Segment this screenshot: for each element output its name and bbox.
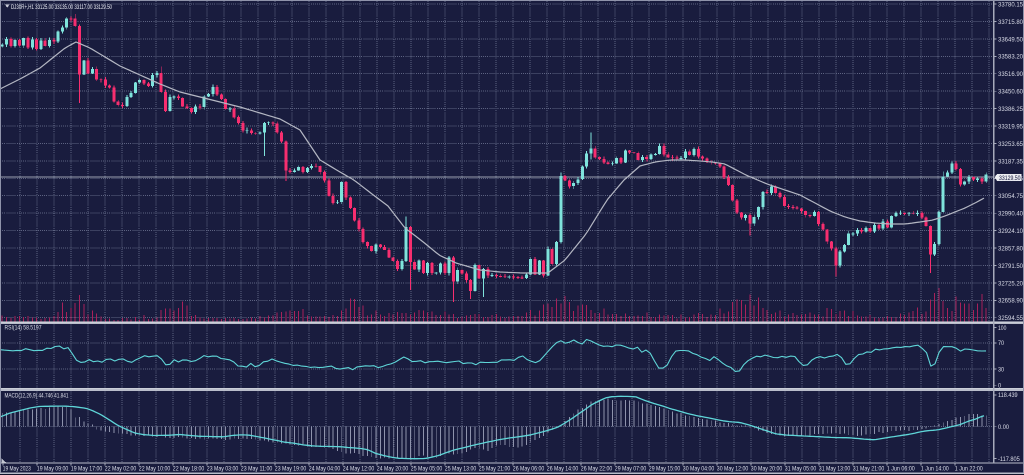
- svg-text:30: 30: [998, 366, 1004, 373]
- svg-text:33386.25: 33386.25: [998, 106, 1023, 113]
- svg-text:30 May 12:00: 30 May 12:00: [717, 466, 749, 473]
- svg-text:33780.15: 33780.15: [998, 1, 1023, 8]
- svg-text:33583.20: 33583.20: [998, 54, 1023, 61]
- svg-text:1 Jun 06:00: 1 Jun 06:00: [887, 466, 915, 473]
- svg-text:MACD(12,26,9) 44.746 41.841: MACD(12,26,9) 44.746 41.841: [5, 393, 69, 400]
- svg-text:33253.65: 33253.65: [998, 141, 1023, 148]
- svg-text:24 May 04:00: 24 May 04:00: [309, 466, 341, 473]
- svg-text:0.00: 0.00: [998, 424, 1009, 431]
- svg-text:118.439: 118.439: [998, 392, 1018, 399]
- svg-text:33715.80: 33715.80: [998, 19, 1023, 26]
- svg-text:19 May 17:00: 19 May 17:00: [71, 466, 103, 473]
- svg-text:-117.805: -117.805: [998, 456, 1020, 463]
- svg-text:33649.50: 33649.50: [998, 36, 1023, 43]
- svg-text:33054.75: 33054.75: [998, 193, 1023, 200]
- svg-text:33319.95: 33319.95: [998, 123, 1023, 130]
- svg-text:70: 70: [998, 340, 1004, 347]
- svg-text:23 May 03:00: 23 May 03:00: [207, 466, 239, 473]
- svg-text:33121.05: 33121.05: [998, 176, 1023, 183]
- svg-text:23 May 11:00: 23 May 11:00: [241, 466, 273, 473]
- svg-text:32791.50: 32791.50: [998, 263, 1023, 270]
- svg-text:25 May 21:00: 25 May 21:00: [479, 466, 511, 473]
- svg-text:33129.50: 33129.50: [999, 175, 1021, 182]
- svg-text:30 May 20:00: 30 May 20:00: [751, 466, 783, 473]
- svg-text:26 May 22:00: 26 May 22:00: [581, 466, 613, 473]
- svg-text:22 May 18:00: 22 May 18:00: [173, 466, 205, 473]
- svg-text:22 May 02:00: 22 May 02:00: [105, 466, 137, 473]
- svg-text:RSI(14) 58.5197: RSI(14) 58.5197: [5, 325, 42, 332]
- svg-text:26 May 14:00: 26 May 14:00: [547, 466, 579, 473]
- svg-text:100: 100: [998, 325, 1007, 332]
- svg-text:32924.10: 32924.10: [998, 228, 1023, 235]
- svg-text:32725.20: 32725.20: [998, 280, 1023, 287]
- svg-text:32990.40: 32990.40: [998, 211, 1023, 218]
- svg-text:33187.35: 33187.35: [998, 158, 1023, 165]
- svg-text:29 May 07:00: 29 May 07:00: [615, 466, 647, 473]
- svg-text:32658.90: 32658.90: [998, 298, 1023, 305]
- svg-text:33450.60: 33450.60: [998, 89, 1023, 96]
- svg-text:33516.90: 33516.90: [998, 71, 1023, 78]
- svg-text:24 May 20:00: 24 May 20:00: [377, 466, 409, 473]
- svg-text:32594.55: 32594.55: [998, 315, 1023, 322]
- svg-text:22 May 10:00: 22 May 10:00: [139, 466, 171, 473]
- svg-text:DJ30R+,H1 33125.00 33135.00 33: DJ30R+,H1 33125.00 33135.00 33117.00 331…: [11, 4, 112, 11]
- svg-text:25 May 05:00: 25 May 05:00: [411, 466, 443, 473]
- svg-text:26 May 06:00: 26 May 06:00: [513, 466, 545, 473]
- svg-text:25 May 13:00: 25 May 13:00: [445, 466, 477, 473]
- svg-text:24 May 12:00: 24 May 12:00: [343, 466, 375, 473]
- svg-text:31 May 21:00: 31 May 21:00: [853, 466, 885, 473]
- svg-text:1 Jun 22:00: 1 Jun 22:00: [955, 466, 983, 473]
- svg-text:1 Jun 14:00: 1 Jun 14:00: [921, 466, 949, 473]
- svg-text:30 May 04:00: 30 May 04:00: [683, 466, 715, 473]
- svg-text:19 May 09:00: 19 May 09:00: [37, 466, 69, 473]
- svg-text:29 May 15:00: 29 May 15:00: [649, 466, 681, 473]
- svg-text:19 May 2023: 19 May 2023: [3, 466, 31, 473]
- svg-text:0: 0: [998, 383, 1001, 390]
- svg-text:23 May 19:00: 23 May 19:00: [275, 466, 307, 473]
- svg-text:31 May 05:00: 31 May 05:00: [785, 466, 817, 473]
- svg-text:32857.80: 32857.80: [998, 245, 1023, 252]
- svg-text:31 May 13:00: 31 May 13:00: [819, 466, 851, 473]
